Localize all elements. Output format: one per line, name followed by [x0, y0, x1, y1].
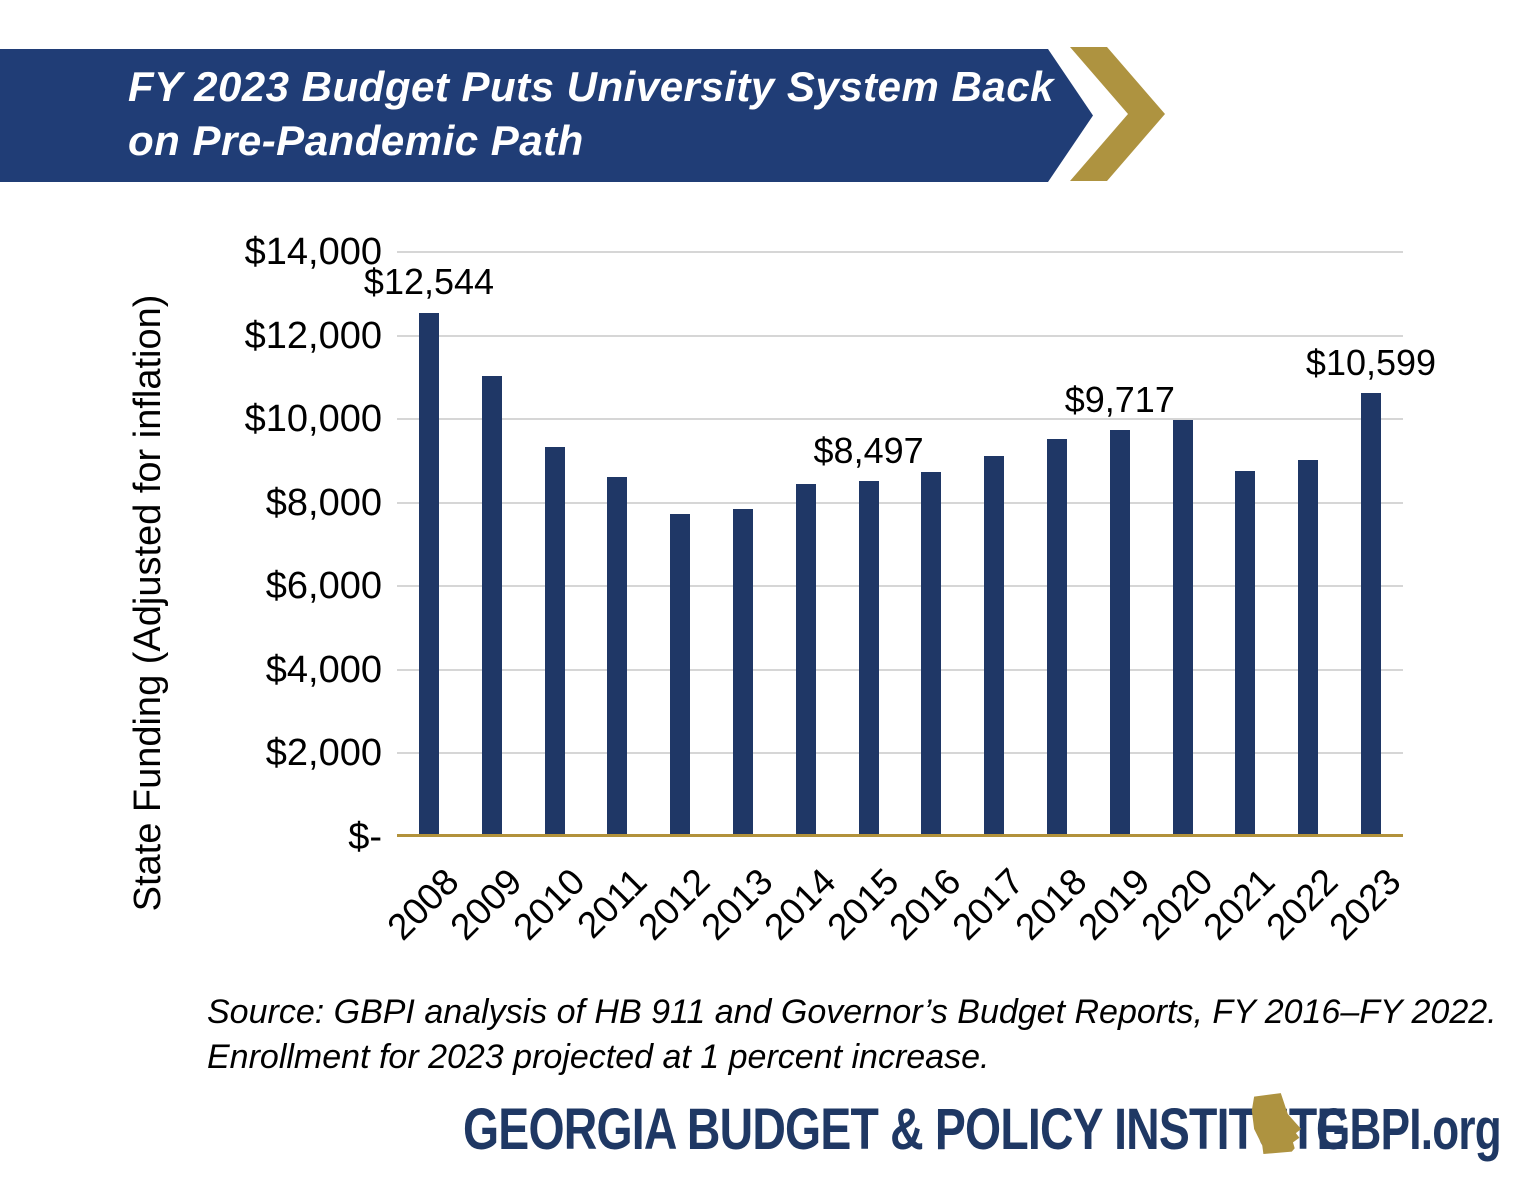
gridline [397, 585, 1403, 588]
source-note: Source: GBPI analysis of HB 911 and Gove… [207, 990, 1497, 1080]
source-note-line1: Source: GBPI analysis of HB 911 and Gove… [207, 993, 1497, 1031]
bar-2010 [544, 446, 565, 834]
source-note-line2: Enrollment for 2023 projected at 1 perce… [207, 1038, 990, 1076]
title-banner: FY 2023 Budget Puts University System Ba… [0, 49, 1093, 182]
y-axis-tick-label: $10,000 [244, 398, 382, 441]
y-axis-tick-label: $8,000 [265, 481, 382, 524]
bar-2015 [858, 480, 879, 834]
bar-value-label-2019: $9,717 [1064, 378, 1175, 420]
y-axis-tick-label: $- [348, 816, 382, 858]
gridline [397, 418, 1403, 421]
y-axis-tick-label: $2,000 [265, 732, 382, 775]
bar-2013 [733, 509, 753, 834]
bar-2018 [1047, 439, 1067, 834]
gridline [397, 668, 1403, 671]
y-axis-tick-label: $4,000 [265, 648, 382, 691]
gridline [397, 334, 1403, 337]
georgia-state-icon [1251, 1093, 1302, 1154]
site-url: GBPI.org [1316, 1097, 1502, 1162]
bar-value-label-2023: $10,599 [1305, 342, 1437, 384]
bar-2023 [1361, 393, 1381, 834]
gridline [397, 251, 1403, 253]
y-axis-tick-label: $14,000 [244, 231, 382, 273]
organization-name: GEORGIA BUDGET & POLICY INSTITUTE [463, 1097, 1347, 1162]
page-title-line1: FY 2023 Budget Puts University System Ba… [128, 63, 1054, 110]
y-axis-tick-label: $12,000 [244, 314, 382, 357]
bar-value-label-2015: $8,497 [813, 429, 924, 471]
bar-chart-plot-area [397, 251, 1403, 837]
page-title: FY 2023 Budget Puts University System Ba… [0, 49, 1093, 168]
page-title-line2: on Pre-Pandemic Path [128, 117, 584, 164]
footer: GEORGIA BUDGET & POLICY INSTITUTE GBPI.o… [0, 1092, 1536, 1172]
bar-2014 [795, 483, 816, 834]
bar-2020 [1172, 419, 1193, 834]
bar-value-label-2008: $12,544 [363, 260, 495, 302]
y-axis-tick-label: $6,000 [265, 565, 382, 608]
bar-2012 [670, 514, 691, 834]
bar-2016 [921, 471, 942, 834]
bar-2021 [1235, 470, 1256, 834]
bar-2022 [1298, 459, 1319, 834]
bar-2008 [419, 312, 439, 834]
gridline [397, 501, 1403, 504]
bar-2009 [481, 375, 502, 834]
georgia-state-shape [1251, 1093, 1302, 1154]
chevron-shape [1070, 47, 1165, 181]
bar-2011 [607, 476, 628, 834]
gridline [397, 752, 1403, 755]
bar-2017 [984, 456, 1005, 834]
chevron-right-icon [1070, 47, 1165, 181]
bar-2019 [1109, 430, 1130, 834]
